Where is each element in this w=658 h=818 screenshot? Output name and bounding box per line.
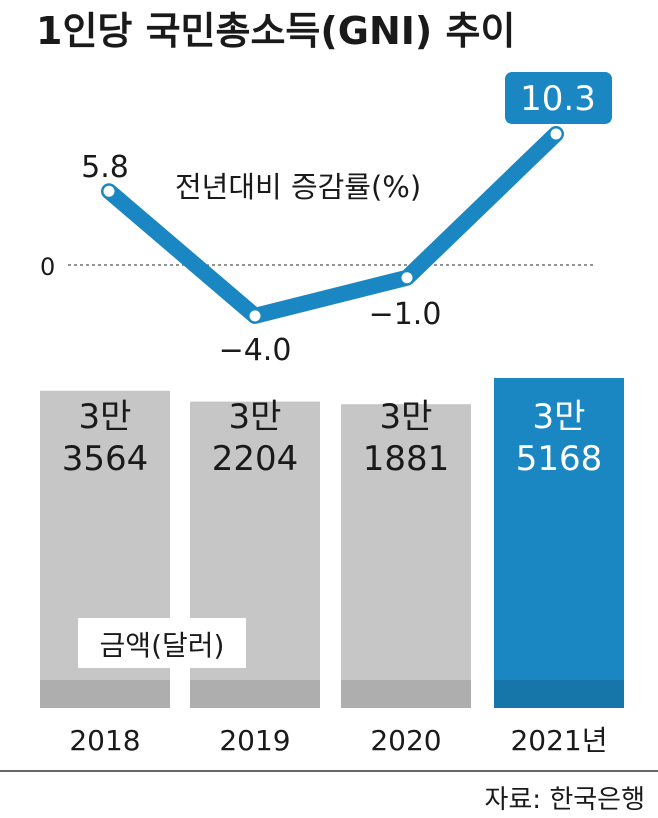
source-note: 자료: 한국은행: [484, 785, 645, 815]
bar-value-label: 2204: [212, 439, 299, 479]
amount-label: 금액(달러): [100, 629, 225, 662]
bar-value-label: 1881: [363, 439, 450, 479]
bar-value-label: 5168: [516, 439, 603, 479]
line-value-label: −4.0: [219, 333, 292, 368]
zero-label: 0: [40, 253, 55, 281]
line-point-2018: [101, 183, 117, 199]
line-series: [101, 126, 564, 324]
x-axis-labels: 2018 2019 2020 2021년: [69, 724, 607, 757]
x-tick-label: 2020: [370, 724, 441, 757]
bar-value-label: 3564: [62, 439, 149, 479]
line-value-label: −1.0: [369, 297, 442, 332]
x-tick-label: 2021년: [510, 724, 607, 757]
bar-value-label: 3만: [79, 397, 132, 437]
line-value-label: 5.8: [81, 150, 129, 185]
bar-base-shade: [40, 680, 170, 708]
x-tick-label: 2019: [219, 724, 290, 757]
line-point-2020: [399, 270, 415, 286]
bar-value-label: 3만: [380, 397, 433, 437]
bar-base-shade: [190, 680, 320, 708]
amount-label-box: [78, 618, 246, 668]
line-point-2019: [247, 308, 263, 324]
highlight-value-box: [505, 72, 612, 124]
bar-value-label: 3만: [229, 397, 282, 437]
bar-value-label: 3만: [533, 397, 586, 437]
line-point-2021년: [548, 126, 564, 142]
bar-2020: [341, 404, 471, 708]
chart-title: 1인당 국민총소득(GNI) 추이: [36, 9, 515, 53]
bar-series: [40, 378, 624, 708]
bar-base-shade: [494, 680, 624, 708]
x-tick-label: 2018: [69, 724, 140, 757]
bar-2021년: [494, 378, 624, 708]
line-value-label: 10.3: [520, 79, 596, 119]
line-series-label: 전년대비 증감률(%): [175, 170, 421, 204]
line-value-labels: 5.8 −4.0 −1.0 10.3: [81, 72, 612, 368]
bar-base-shade: [341, 680, 471, 708]
growth-line: [101, 126, 564, 324]
